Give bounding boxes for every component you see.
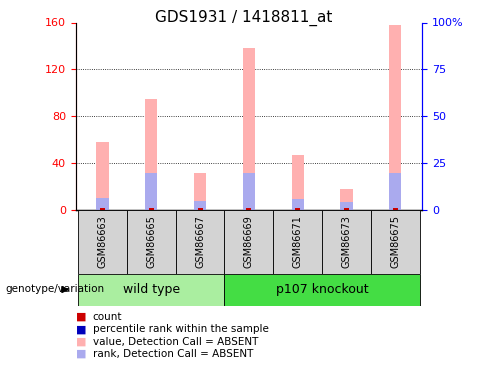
Bar xyxy=(198,208,203,210)
Text: GSM86671: GSM86671 xyxy=(293,215,303,268)
Bar xyxy=(145,99,157,210)
Text: GDS1931 / 1418811_at: GDS1931 / 1418811_at xyxy=(155,9,333,26)
Bar xyxy=(78,274,224,306)
Text: GSM86667: GSM86667 xyxy=(195,215,205,268)
Bar xyxy=(389,172,402,210)
Text: GSM86663: GSM86663 xyxy=(98,216,107,268)
Bar xyxy=(322,210,371,274)
Text: GSM86669: GSM86669 xyxy=(244,216,254,268)
Bar xyxy=(194,172,206,210)
Bar xyxy=(246,208,251,210)
Text: GSM86675: GSM86675 xyxy=(390,215,400,268)
Text: value, Detection Call = ABSENT: value, Detection Call = ABSENT xyxy=(93,337,258,346)
Bar xyxy=(344,208,349,210)
Bar xyxy=(371,210,420,274)
Text: GSM86665: GSM86665 xyxy=(146,215,156,268)
Bar xyxy=(176,210,224,274)
Bar xyxy=(100,208,105,210)
Bar xyxy=(341,202,353,210)
Text: ■: ■ xyxy=(76,337,86,346)
Text: p107 knockout: p107 knockout xyxy=(276,283,368,296)
Bar xyxy=(295,208,300,210)
Bar xyxy=(224,210,273,274)
Bar xyxy=(389,25,402,210)
Text: genotype/variation: genotype/variation xyxy=(5,285,104,294)
Bar xyxy=(97,142,108,210)
Bar xyxy=(224,274,420,306)
Bar xyxy=(127,210,176,274)
Bar xyxy=(273,210,322,274)
Bar xyxy=(194,201,206,210)
Bar xyxy=(145,172,157,210)
Bar xyxy=(97,198,108,210)
Bar xyxy=(341,189,353,210)
Text: GSM86673: GSM86673 xyxy=(342,215,351,268)
Bar xyxy=(243,172,255,210)
Bar xyxy=(393,208,398,210)
Text: ■: ■ xyxy=(76,312,86,322)
Bar xyxy=(243,48,255,210)
Bar xyxy=(292,200,304,210)
Text: ■: ■ xyxy=(76,324,86,334)
Text: count: count xyxy=(93,312,122,322)
Bar xyxy=(149,208,154,210)
Text: rank, Detection Call = ABSENT: rank, Detection Call = ABSENT xyxy=(93,349,253,359)
Text: percentile rank within the sample: percentile rank within the sample xyxy=(93,324,268,334)
Text: ■: ■ xyxy=(76,349,86,359)
Bar xyxy=(292,155,304,210)
Text: wild type: wild type xyxy=(122,283,180,296)
Bar xyxy=(78,210,127,274)
